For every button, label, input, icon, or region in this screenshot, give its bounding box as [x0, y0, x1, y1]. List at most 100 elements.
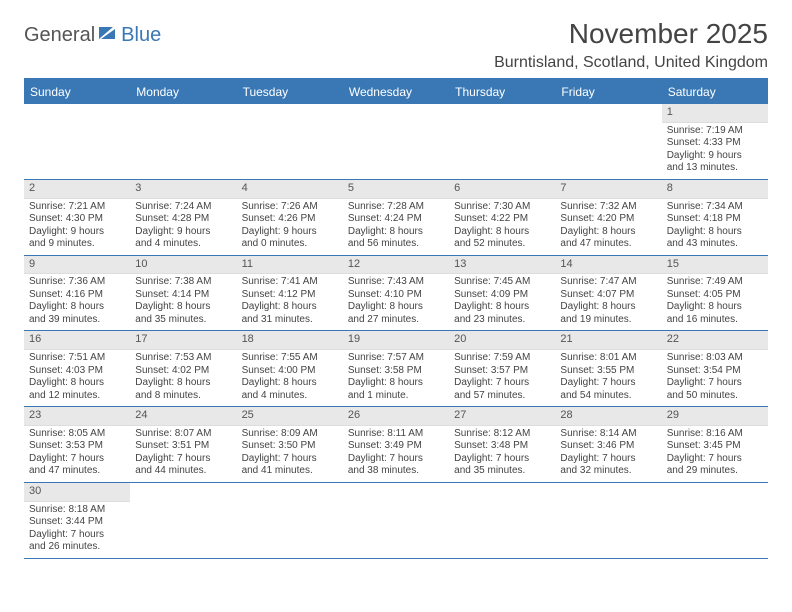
empty-cell: [237, 483, 343, 558]
info-line: Sunrise: 7:49 AM: [667, 276, 763, 289]
info-line: Daylight: 7 hours: [560, 377, 656, 390]
location: Burntisland, Scotland, United Kingdom: [494, 54, 768, 72]
day-header: Monday: [130, 80, 236, 104]
info-line: and 35 minutes.: [454, 465, 550, 478]
info-line: and 1 minute.: [348, 390, 444, 403]
info-line: Sunset: 4:02 PM: [135, 365, 231, 378]
info-line: Daylight: 8 hours: [135, 301, 231, 314]
info-line: and 4 minutes.: [135, 238, 231, 251]
day-cell: 29Sunrise: 8:16 AMSunset: 3:45 PMDayligh…: [662, 407, 768, 482]
day-number: 19: [343, 331, 449, 350]
day-info: Sunrise: 8:11 AMSunset: 3:49 PMDaylight:…: [343, 426, 449, 482]
day-info: Sunrise: 7:32 AMSunset: 4:20 PMDaylight:…: [555, 199, 661, 255]
empty-cell: [130, 104, 236, 179]
week-row: 16Sunrise: 7:51 AMSunset: 4:03 PMDayligh…: [24, 331, 768, 407]
info-line: Sunset: 4:14 PM: [135, 289, 231, 302]
info-line: and 41 minutes.: [242, 465, 338, 478]
info-line: Daylight: 8 hours: [667, 301, 763, 314]
info-line: Daylight: 7 hours: [454, 377, 550, 390]
flag-icon: [99, 25, 119, 46]
info-line: and 23 minutes.: [454, 314, 550, 327]
info-line: and 39 minutes.: [29, 314, 125, 327]
day-info: Sunrise: 8:18 AMSunset: 3:44 PMDaylight:…: [24, 502, 130, 558]
week-row: 2Sunrise: 7:21 AMSunset: 4:30 PMDaylight…: [24, 180, 768, 256]
info-line: and 12 minutes.: [29, 390, 125, 403]
info-line: Sunset: 3:45 PM: [667, 440, 763, 453]
day-cell: 20Sunrise: 7:59 AMSunset: 3:57 PMDayligh…: [449, 331, 555, 406]
day-info: Sunrise: 8:03 AMSunset: 3:54 PMDaylight:…: [662, 350, 768, 406]
info-line: Sunrise: 7:53 AM: [135, 352, 231, 365]
day-number: 25: [237, 407, 343, 426]
info-line: Sunset: 3:57 PM: [454, 365, 550, 378]
day-info: Sunrise: 7:19 AMSunset: 4:33 PMDaylight:…: [662, 123, 768, 179]
info-line: Daylight: 9 hours: [135, 226, 231, 239]
day-info: Sunrise: 7:59 AMSunset: 3:57 PMDaylight:…: [449, 350, 555, 406]
info-line: and 44 minutes.: [135, 465, 231, 478]
day-header: Sunday: [24, 80, 130, 104]
info-line: Sunrise: 7:45 AM: [454, 276, 550, 289]
info-line: Sunset: 3:54 PM: [667, 365, 763, 378]
info-line: and 50 minutes.: [667, 390, 763, 403]
day-cell: 28Sunrise: 8:14 AMSunset: 3:46 PMDayligh…: [555, 407, 661, 482]
calendar: SundayMondayTuesdayWednesdayThursdayFrid…: [24, 78, 768, 559]
info-line: Sunset: 4:07 PM: [560, 289, 656, 302]
day-cell: 2Sunrise: 7:21 AMSunset: 4:30 PMDaylight…: [24, 180, 130, 255]
info-line: Daylight: 7 hours: [348, 453, 444, 466]
day-cell: 8Sunrise: 7:34 AMSunset: 4:18 PMDaylight…: [662, 180, 768, 255]
day-cell: 14Sunrise: 7:47 AMSunset: 4:07 PMDayligh…: [555, 256, 661, 331]
month-title: November 2025: [494, 18, 768, 50]
day-cell: 16Sunrise: 7:51 AMSunset: 4:03 PMDayligh…: [24, 331, 130, 406]
day-info: Sunrise: 8:01 AMSunset: 3:55 PMDaylight:…: [555, 350, 661, 406]
empty-cell: [555, 483, 661, 558]
day-number: 28: [555, 407, 661, 426]
info-line: Sunrise: 7:43 AM: [348, 276, 444, 289]
info-line: Daylight: 8 hours: [135, 377, 231, 390]
info-line: Sunset: 4:33 PM: [667, 137, 763, 150]
empty-cell: [662, 483, 768, 558]
info-line: and 9 minutes.: [29, 238, 125, 251]
info-line: Daylight: 7 hours: [454, 453, 550, 466]
day-cell: 22Sunrise: 8:03 AMSunset: 3:54 PMDayligh…: [662, 331, 768, 406]
info-line: Sunrise: 7:51 AM: [29, 352, 125, 365]
info-line: Daylight: 9 hours: [29, 226, 125, 239]
day-info: Sunrise: 7:43 AMSunset: 4:10 PMDaylight:…: [343, 274, 449, 330]
info-line: Sunset: 4:09 PM: [454, 289, 550, 302]
day-cell: 1Sunrise: 7:19 AMSunset: 4:33 PMDaylight…: [662, 104, 768, 179]
day-number: 6: [449, 180, 555, 199]
info-line: Sunset: 4:10 PM: [348, 289, 444, 302]
info-line: Sunset: 4:16 PM: [29, 289, 125, 302]
info-line: Daylight: 8 hours: [348, 301, 444, 314]
logo-text-general: General: [24, 24, 95, 47]
day-cell: 25Sunrise: 8:09 AMSunset: 3:50 PMDayligh…: [237, 407, 343, 482]
day-number: 22: [662, 331, 768, 350]
info-line: and 47 minutes.: [560, 238, 656, 251]
info-line: Daylight: 9 hours: [667, 150, 763, 163]
info-line: and 0 minutes.: [242, 238, 338, 251]
info-line: Sunset: 4:00 PM: [242, 365, 338, 378]
info-line: Sunset: 3:50 PM: [242, 440, 338, 453]
info-line: Sunrise: 7:55 AM: [242, 352, 338, 365]
day-cell: 27Sunrise: 8:12 AMSunset: 3:48 PMDayligh…: [449, 407, 555, 482]
info-line: Sunrise: 7:26 AM: [242, 201, 338, 214]
info-line: and 43 minutes.: [667, 238, 763, 251]
info-line: Sunset: 3:49 PM: [348, 440, 444, 453]
empty-cell: [130, 483, 236, 558]
info-line: Sunrise: 8:14 AM: [560, 428, 656, 441]
day-cell: 21Sunrise: 8:01 AMSunset: 3:55 PMDayligh…: [555, 331, 661, 406]
day-cell: 4Sunrise: 7:26 AMSunset: 4:26 PMDaylight…: [237, 180, 343, 255]
info-line: Sunset: 3:58 PM: [348, 365, 444, 378]
info-line: Sunrise: 7:59 AM: [454, 352, 550, 365]
info-line: and 32 minutes.: [560, 465, 656, 478]
day-cell: 24Sunrise: 8:07 AMSunset: 3:51 PMDayligh…: [130, 407, 236, 482]
empty-cell: [449, 483, 555, 558]
day-number: 27: [449, 407, 555, 426]
info-line: Sunrise: 7:38 AM: [135, 276, 231, 289]
day-info: Sunrise: 7:26 AMSunset: 4:26 PMDaylight:…: [237, 199, 343, 255]
day-info: Sunrise: 7:53 AMSunset: 4:02 PMDaylight:…: [130, 350, 236, 406]
info-line: Sunrise: 7:57 AM: [348, 352, 444, 365]
info-line: Sunset: 4:18 PM: [667, 213, 763, 226]
day-number: 24: [130, 407, 236, 426]
info-line: Sunrise: 7:32 AM: [560, 201, 656, 214]
week-row: 9Sunrise: 7:36 AMSunset: 4:16 PMDaylight…: [24, 256, 768, 332]
info-line: Sunrise: 8:11 AM: [348, 428, 444, 441]
